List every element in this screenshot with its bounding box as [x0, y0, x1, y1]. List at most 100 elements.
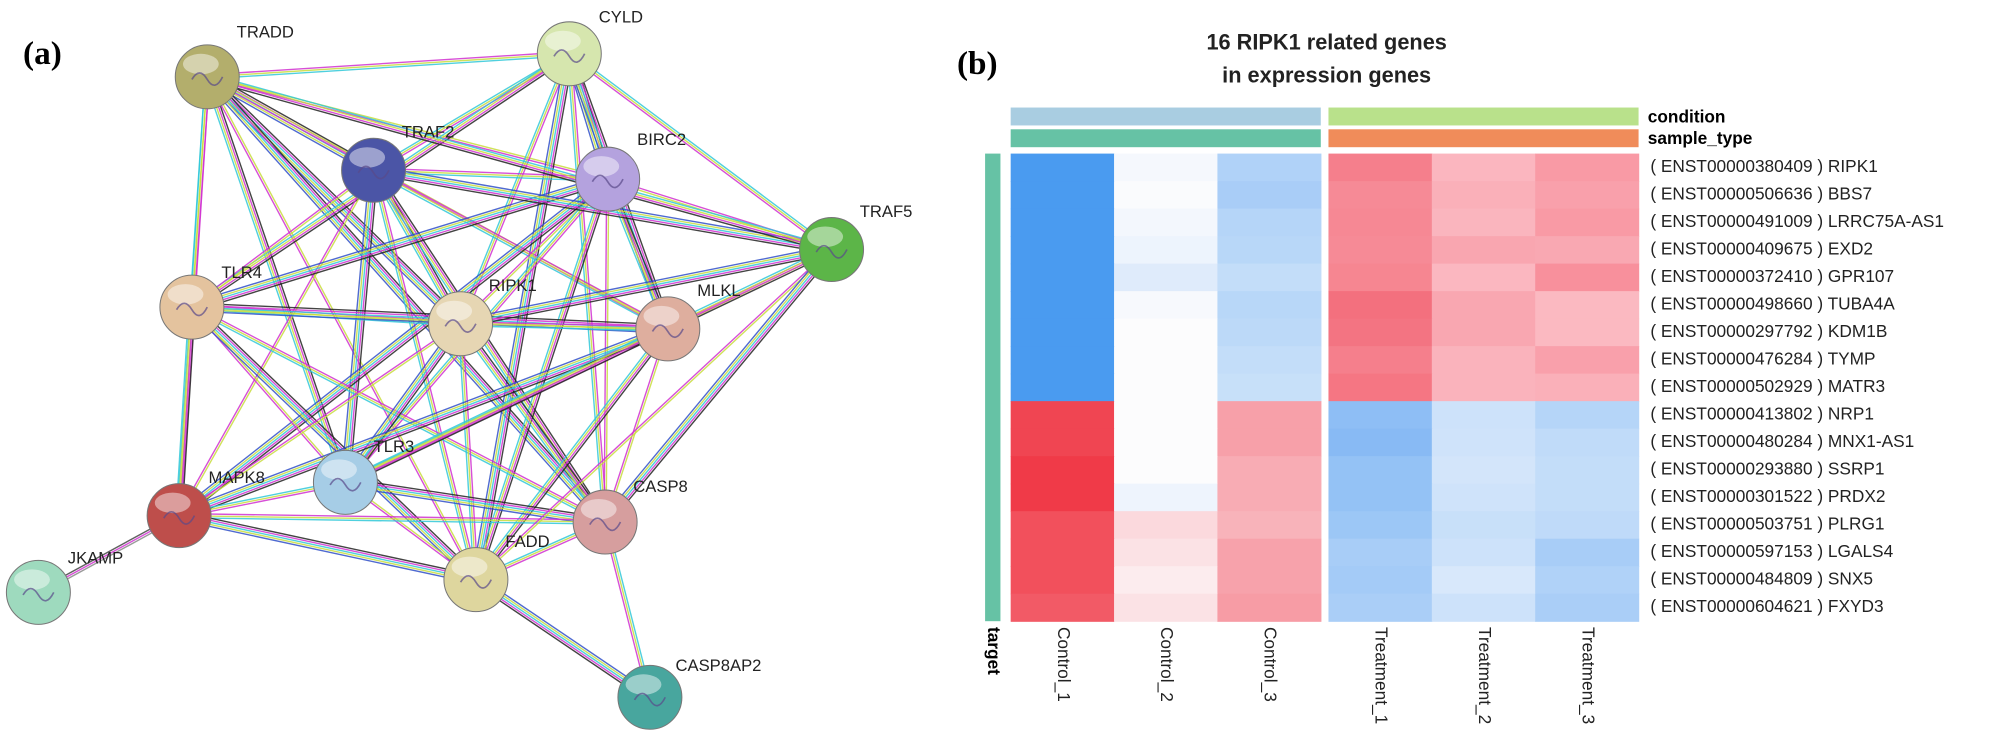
heatmap-cell	[1328, 291, 1433, 320]
node	[572, 489, 638, 555]
edge	[179, 170, 376, 517]
node-label: TLR3	[374, 437, 415, 456]
heatmap-cell	[1328, 566, 1433, 595]
node-highlight	[154, 492, 191, 514]
heatmap-cell	[1217, 263, 1322, 292]
edge	[601, 246, 829, 520]
edge	[191, 306, 606, 523]
edge	[178, 328, 669, 517]
heatmap-cell	[1217, 181, 1322, 210]
edge	[375, 168, 609, 521]
heatmap-cell	[1010, 483, 1115, 512]
heatmap-cell	[1114, 318, 1219, 347]
edge	[340, 169, 371, 483]
heatmap-cell	[1328, 593, 1433, 622]
node-label: MAPK8	[209, 468, 265, 487]
heatmap-cell	[1217, 291, 1322, 320]
edge	[457, 325, 604, 525]
heatmap-cell	[1328, 318, 1433, 347]
row-label: ( ENST00000297792 ) KDM1B	[1650, 321, 1887, 341]
node	[536, 21, 602, 87]
node-highlight	[182, 53, 219, 75]
row-label: ( ENST00000502929 ) MATR3	[1650, 376, 1885, 396]
edge	[191, 306, 477, 581]
edge	[179, 510, 477, 577]
heatmap-cell	[1010, 153, 1115, 182]
edge	[476, 249, 833, 581]
edge	[459, 323, 477, 580]
heatmap-cell	[1431, 263, 1536, 292]
edge	[192, 170, 375, 309]
edges	[37, 50, 836, 702]
node-structure	[22, 587, 55, 602]
node-structure	[815, 244, 848, 259]
row-label: ( ENST00000506636 ) BBS7	[1650, 183, 1872, 203]
row-label: ( ENST00000409675 ) EXD2	[1650, 238, 1873, 258]
heatmap-cell	[1431, 318, 1536, 347]
edge	[179, 330, 669, 519]
node-highlight	[580, 499, 617, 520]
heatmap-cell	[1535, 181, 1640, 210]
edge	[192, 182, 610, 312]
node	[146, 483, 212, 549]
edge	[206, 79, 831, 254]
annotation-bar	[1328, 129, 1639, 148]
edge	[474, 580, 650, 700]
heatmap-cell	[1217, 236, 1322, 265]
row-label: ( ENST00000380409 ) RIPK1	[1650, 156, 1877, 176]
annotation-label: sample_type	[1648, 128, 1753, 148]
heatmap-cell	[1010, 538, 1115, 567]
row-label: ( ENST00000293880 ) SSRP1	[1650, 458, 1884, 478]
heatmap-cell	[1114, 208, 1219, 237]
edge	[479, 54, 575, 581]
edge	[179, 512, 606, 521]
heatmap-cell	[1114, 373, 1219, 402]
edge	[343, 322, 460, 482]
node-structure	[589, 517, 622, 532]
heatmap-cell	[1431, 566, 1536, 595]
edge	[457, 323, 475, 580]
heatmap-cell	[1535, 318, 1640, 347]
heatmap-cell	[1010, 511, 1115, 540]
heatmap-cell	[1114, 153, 1219, 182]
edge	[372, 173, 831, 255]
node	[575, 146, 641, 212]
heatmap-cell	[1431, 291, 1536, 320]
heatmap-cell	[1114, 566, 1219, 595]
edge	[477, 54, 573, 581]
heatmap-cell	[1431, 428, 1536, 457]
heatmap-cell	[1010, 181, 1115, 210]
row-label: ( ENST00000498660 ) TUBA4A	[1650, 293, 1895, 313]
edge	[606, 250, 834, 524]
heatmap-cell	[1328, 511, 1433, 540]
edge	[475, 53, 570, 580]
row-label: ( ENST00000503751 ) PLRG1	[1650, 513, 1884, 533]
node	[799, 217, 865, 283]
edge	[374, 54, 571, 173]
heatmap-cell	[1328, 346, 1433, 375]
node-structure	[459, 574, 493, 589]
node-highlight	[14, 569, 50, 590]
edge	[190, 168, 374, 307]
heatmap-cell	[1010, 318, 1115, 347]
node-structure	[553, 49, 586, 63]
heatmap-cell	[1328, 428, 1433, 457]
node-highlight	[321, 459, 357, 480]
edge	[603, 247, 831, 522]
edge	[348, 170, 379, 483]
edge	[188, 309, 474, 584]
edge	[459, 53, 570, 325]
node-structure	[329, 477, 362, 492]
heatmap-cell	[1535, 291, 1640, 320]
heatmap-cell	[1431, 593, 1536, 622]
edge	[344, 170, 375, 483]
edge	[179, 516, 606, 525]
row-label: ( ENST00000597153 ) LGALS4	[1650, 541, 1893, 561]
heatmap-cell	[1217, 483, 1322, 512]
edge	[607, 177, 833, 250]
edge	[178, 322, 461, 516]
node-label: CASP8AP2	[675, 656, 761, 675]
edge	[346, 251, 834, 486]
heatmap-cell	[1114, 511, 1219, 540]
